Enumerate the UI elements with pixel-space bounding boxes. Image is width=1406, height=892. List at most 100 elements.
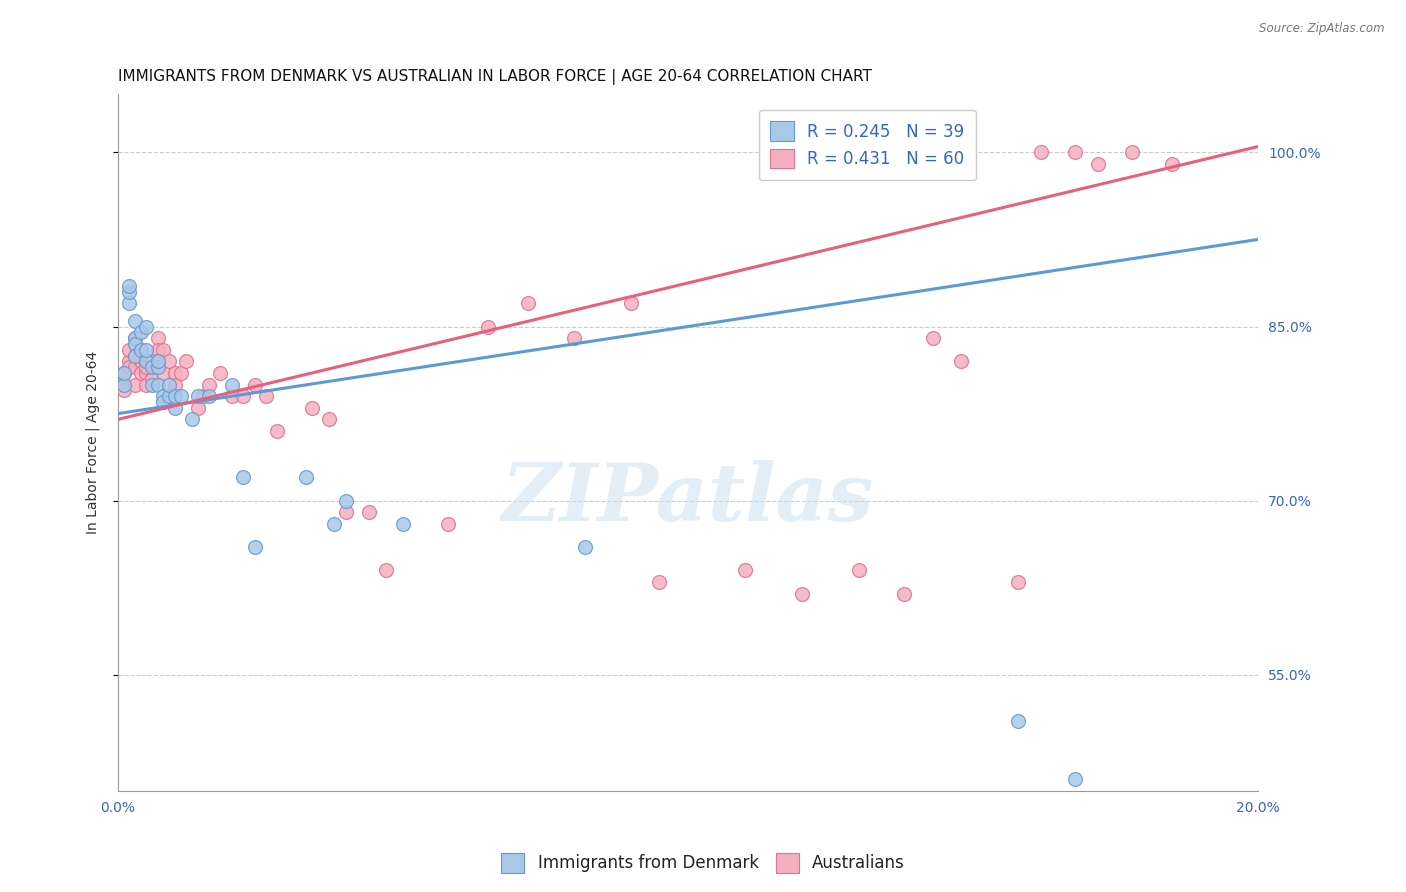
Point: [1029, 145, 1052, 160]
Point: [124, 377, 146, 392]
Point: [181, 412, 204, 426]
Point: [921, 331, 943, 345]
Point: [620, 296, 643, 310]
Point: [152, 366, 174, 380]
Point: [295, 470, 318, 484]
Point: [174, 354, 197, 368]
Point: [790, 586, 813, 600]
Point: [135, 377, 157, 392]
Point: [146, 360, 169, 375]
Point: [734, 563, 756, 577]
Point: [112, 377, 135, 392]
Point: [146, 343, 169, 357]
Point: [163, 389, 186, 403]
Point: [1121, 145, 1143, 160]
Point: [129, 326, 152, 340]
Point: [163, 377, 186, 392]
Point: [193, 389, 215, 403]
Point: [169, 389, 191, 403]
Point: [112, 366, 135, 380]
Point: [335, 493, 357, 508]
Point: [152, 395, 174, 409]
Point: [129, 366, 152, 380]
Point: [141, 377, 163, 392]
Point: [124, 360, 146, 375]
Legend: Immigrants from Denmark, Australians: Immigrants from Denmark, Australians: [495, 847, 911, 880]
Text: ZIPatlas: ZIPatlas: [502, 459, 873, 537]
Point: [266, 424, 288, 438]
Point: [118, 354, 141, 368]
Point: [323, 516, 346, 531]
Point: [391, 516, 413, 531]
Point: [221, 377, 243, 392]
Point: [118, 285, 141, 299]
Point: [1087, 157, 1109, 171]
Point: [118, 343, 141, 357]
Point: [574, 540, 596, 554]
Point: [374, 563, 396, 577]
Point: [1007, 574, 1029, 589]
Point: [950, 354, 973, 368]
Point: [357, 505, 380, 519]
Point: [141, 360, 163, 375]
Point: [141, 372, 163, 386]
Point: [146, 354, 169, 368]
Point: [232, 389, 254, 403]
Point: [1064, 772, 1087, 787]
Point: [254, 389, 277, 403]
Point: [129, 354, 152, 368]
Point: [135, 319, 157, 334]
Point: [124, 337, 146, 351]
Point: [477, 319, 499, 334]
Point: [335, 505, 357, 519]
Point: [124, 349, 146, 363]
Point: [141, 354, 163, 368]
Point: [437, 516, 460, 531]
Point: [848, 563, 870, 577]
Point: [893, 586, 915, 600]
Legend: R = 0.245   N = 39, R = 0.431   N = 60: R = 0.245 N = 39, R = 0.431 N = 60: [759, 110, 976, 180]
Point: [1161, 157, 1184, 171]
Point: [648, 574, 671, 589]
Point: [112, 366, 135, 380]
Point: [163, 401, 186, 415]
Point: [562, 331, 585, 345]
Point: [209, 366, 232, 380]
Point: [129, 343, 152, 357]
Point: [146, 331, 169, 345]
Point: [232, 470, 254, 484]
Point: [198, 389, 221, 403]
Text: IMMIGRANTS FROM DENMARK VS AUSTRALIAN IN LABOR FORCE | AGE 20-64 CORRELATION CHA: IMMIGRANTS FROM DENMARK VS AUSTRALIAN IN…: [118, 69, 872, 85]
Point: [146, 354, 169, 368]
Point: [124, 314, 146, 328]
Point: [243, 540, 266, 554]
Point: [152, 343, 174, 357]
Point: [124, 331, 146, 345]
Point: [112, 384, 135, 398]
Point: [118, 296, 141, 310]
Point: [157, 377, 180, 392]
Text: Source: ZipAtlas.com: Source: ZipAtlas.com: [1260, 22, 1385, 36]
Point: [135, 366, 157, 380]
Point: [157, 389, 180, 403]
Point: [135, 360, 157, 375]
Point: [1007, 714, 1029, 729]
Point: [112, 377, 135, 392]
Point: [146, 377, 169, 392]
Point: [198, 377, 221, 392]
Point: [135, 354, 157, 368]
Point: [124, 349, 146, 363]
Point: [1064, 145, 1087, 160]
Point: [243, 377, 266, 392]
Point: [157, 354, 180, 368]
Point: [169, 366, 191, 380]
Point: [301, 401, 323, 415]
Point: [221, 389, 243, 403]
Y-axis label: In Labor Force | Age 20-64: In Labor Force | Age 20-64: [86, 351, 100, 534]
Point: [135, 343, 157, 357]
Point: [124, 331, 146, 345]
Point: [318, 412, 340, 426]
Point: [118, 360, 141, 375]
Point: [187, 401, 209, 415]
Point: [129, 343, 152, 357]
